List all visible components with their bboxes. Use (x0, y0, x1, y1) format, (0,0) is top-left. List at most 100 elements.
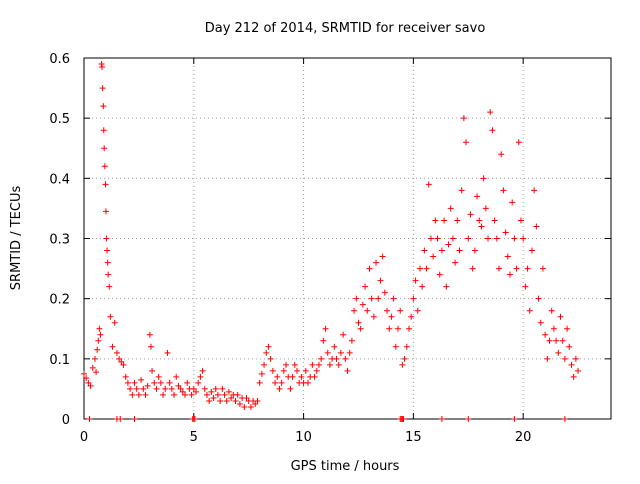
data-point (258, 370, 265, 377)
labels-layer: 0 5 10 15 20 0 0.1 0.2 0.3 0.4 0.5 0.6 (49, 52, 531, 445)
data-point (482, 205, 489, 212)
data-point (311, 373, 318, 380)
data-point (575, 367, 582, 374)
data-point (160, 391, 167, 398)
data-point (116, 355, 123, 362)
data-point (201, 385, 208, 392)
y-tick-label: 0.6 (49, 52, 70, 67)
x-tick-label: 5 (190, 430, 198, 445)
data-point (443, 283, 450, 290)
data-point (487, 109, 494, 116)
data-point (355, 319, 362, 326)
data-point (509, 199, 516, 206)
data-point (320, 337, 327, 344)
data-point (493, 235, 500, 242)
data-point (313, 367, 320, 374)
data-point (291, 361, 298, 368)
data-point (465, 416, 472, 422)
data-point (223, 397, 230, 404)
data-point (102, 181, 109, 188)
data-point (304, 379, 311, 386)
data-point (315, 361, 322, 368)
data-point (445, 241, 452, 248)
data-point (342, 355, 349, 362)
data-point (184, 379, 191, 386)
data-point (131, 379, 138, 386)
data-point (500, 187, 507, 194)
data-point (106, 283, 113, 290)
data-point (542, 331, 549, 338)
data-point (561, 355, 568, 362)
data-point (272, 379, 279, 386)
data-point (401, 355, 408, 362)
data-point (101, 145, 108, 152)
data-point (179, 388, 186, 395)
data-point (287, 385, 294, 392)
data-point (390, 295, 397, 302)
data-point (100, 103, 107, 110)
data-point (164, 349, 171, 356)
data-point (434, 235, 441, 242)
data-point (430, 253, 437, 260)
data-point (111, 319, 118, 326)
data-point (533, 223, 540, 230)
data-point (265, 343, 272, 350)
data-point (447, 205, 454, 212)
data-point (203, 391, 210, 398)
data-point (151, 379, 158, 386)
data-point (524, 265, 531, 272)
x-tick-label: 15 (405, 430, 422, 445)
data-point (564, 325, 571, 332)
data-point (131, 416, 138, 422)
data-point (324, 349, 331, 356)
data-point (113, 349, 120, 356)
data-point (539, 265, 546, 272)
data-point (474, 193, 481, 200)
data-point (526, 307, 533, 314)
data-point (568, 361, 575, 368)
data-point (506, 271, 513, 278)
data-point (87, 382, 94, 389)
data-point (105, 271, 112, 278)
data-point (463, 139, 470, 146)
data-point (83, 375, 90, 382)
data-point (412, 277, 419, 284)
data-point (557, 313, 564, 320)
data-point (326, 361, 333, 368)
data-point (570, 373, 577, 380)
data-point (489, 127, 496, 134)
chart-title: Day 212 of 2014, SRMTID for receiver sav… (205, 21, 486, 36)
data-point (177, 385, 184, 392)
y-tick-label: 0.4 (49, 172, 70, 187)
data-point (138, 376, 145, 383)
data-point (95, 337, 102, 344)
data-point (289, 373, 296, 380)
data-point (528, 247, 535, 254)
data-point (144, 382, 151, 389)
data-point (370, 313, 377, 320)
x-tick-label: 0 (80, 430, 88, 445)
data-point (544, 355, 551, 362)
data-point (322, 325, 329, 332)
data-point (449, 235, 456, 242)
data-point (386, 325, 393, 332)
data-point (89, 364, 96, 371)
data-point (416, 265, 423, 272)
data-point (515, 139, 522, 146)
data-point (157, 379, 164, 386)
x-tick-label: 10 (295, 430, 312, 445)
data-point (101, 163, 108, 170)
data-point (140, 385, 147, 392)
y-tick-label: 0.5 (49, 112, 70, 127)
plot-frame (83, 57, 612, 420)
data-point (225, 388, 232, 395)
data-point (400, 416, 407, 422)
data-point (129, 391, 136, 398)
data-point (392, 343, 399, 350)
data-point (502, 229, 509, 236)
data-point (104, 259, 111, 266)
data-point (504, 253, 511, 260)
axes-layer (83, 57, 612, 420)
data-point (190, 385, 197, 392)
data-point (269, 367, 276, 374)
